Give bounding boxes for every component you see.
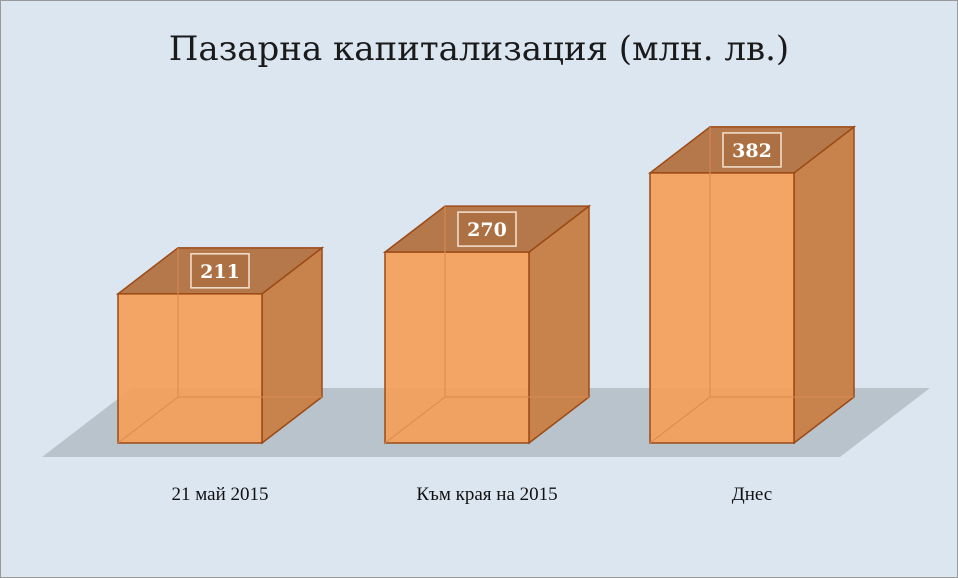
bar-inner-edges: [649, 126, 854, 444]
bar: [649, 172, 795, 444]
bar-inner-edges: [117, 247, 322, 444]
value-label-box: [722, 132, 782, 168]
bar: [117, 293, 263, 444]
bar-inner-edges: [384, 206, 589, 444]
value-label-box: [190, 253, 250, 289]
value-label-box: [457, 211, 517, 247]
value-label: 382: [732, 140, 772, 162]
chart-title: Пазарна капитализация (млн. лв.): [169, 29, 789, 69]
value-label: 211: [200, 261, 240, 283]
bars: 211 21 май 2015 270 Към края на 2015 382 Днес: [115, 125, 857, 505]
bar-side: [793, 125, 855, 445]
bar: [384, 251, 530, 444]
x-tick-label: 21 май 2015: [172, 484, 269, 505]
x-tick-label: Към края на 2015: [416, 484, 557, 505]
x-tick-label: Днес: [732, 484, 772, 505]
value-label: 270: [467, 219, 507, 241]
